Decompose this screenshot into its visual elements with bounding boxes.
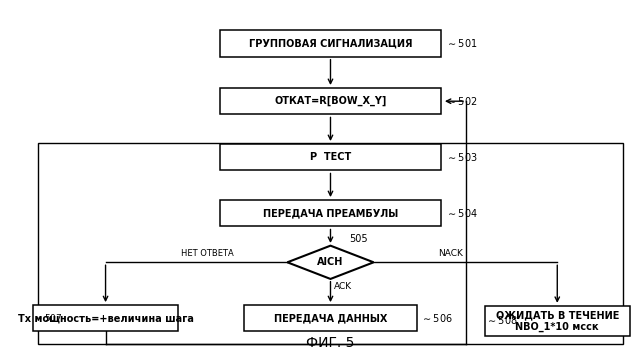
Text: ФИГ. 5: ФИГ. 5 <box>307 336 355 350</box>
Text: $\sim$502: $\sim$502 <box>445 95 477 107</box>
FancyBboxPatch shape <box>244 305 417 331</box>
Polygon shape <box>287 246 374 279</box>
FancyBboxPatch shape <box>220 88 442 114</box>
Text: 505: 505 <box>349 234 367 244</box>
Text: ОЖИДАТЬ В ТЕЧЕНИЕ
NBO_1*10 мсск: ОЖИДАТЬ В ТЕЧЕНИЕ NBO_1*10 мсск <box>495 310 619 332</box>
FancyBboxPatch shape <box>33 305 178 331</box>
Text: НЕТ ОТВЕТА: НЕТ ОТВЕТА <box>181 249 234 258</box>
Text: $\sim$506: $\sim$506 <box>421 312 453 324</box>
Text: ACK: ACK <box>333 282 352 291</box>
FancyBboxPatch shape <box>485 306 630 336</box>
Text: $\sim$507: $\sim$507 <box>33 312 63 323</box>
Text: $\sim$504: $\sim$504 <box>445 207 477 219</box>
Text: ГРУППОВАЯ СИГНАЛИЗАЦИЯ: ГРУППОВАЯ СИГНАЛИЗАЦИЯ <box>249 38 412 48</box>
Text: Тх мощность=+величина шага: Тх мощность=+величина шага <box>18 313 193 323</box>
Text: $\sim$508: $\sim$508 <box>486 314 518 326</box>
FancyBboxPatch shape <box>220 30 442 56</box>
FancyBboxPatch shape <box>220 144 442 170</box>
Text: ПЕРЕДАЧА ДАННЫХ: ПЕРЕДАЧА ДАННЫХ <box>274 313 387 323</box>
Text: $\sim$503: $\sim$503 <box>445 150 477 162</box>
Text: AICH: AICH <box>317 257 344 267</box>
Text: ОТКАТ=R[BOW_X_Y]: ОТКАТ=R[BOW_X_Y] <box>275 96 387 106</box>
Text: P  ТЕСТ: P ТЕСТ <box>310 152 351 162</box>
Text: NACK: NACK <box>438 249 463 258</box>
Text: $\sim$501: $\sim$501 <box>445 37 477 49</box>
FancyBboxPatch shape <box>220 200 442 226</box>
Text: ПЕРЕДАЧА ПРЕАМБУЛЫ: ПЕРЕДАЧА ПРЕАМБУЛЫ <box>263 208 398 218</box>
